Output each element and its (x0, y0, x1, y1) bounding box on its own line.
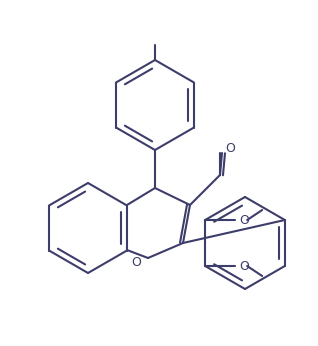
Text: O: O (239, 260, 249, 273)
Text: O: O (131, 256, 141, 270)
Text: O: O (239, 213, 249, 227)
Text: O: O (225, 143, 235, 155)
